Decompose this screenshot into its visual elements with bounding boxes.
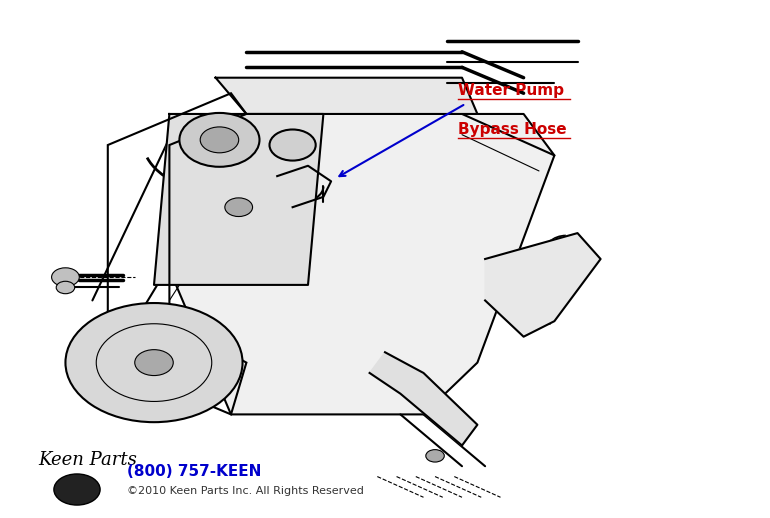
- Circle shape: [179, 113, 259, 167]
- Text: ©2010 Keen Parts Inc. All Rights Reserved: ©2010 Keen Parts Inc. All Rights Reserve…: [127, 486, 364, 496]
- Text: Keen Parts: Keen Parts: [38, 451, 137, 469]
- Text: (800) 757-KEEN: (800) 757-KEEN: [127, 464, 262, 479]
- Polygon shape: [216, 78, 477, 114]
- Circle shape: [225, 198, 253, 217]
- Circle shape: [65, 303, 243, 422]
- Circle shape: [270, 130, 316, 161]
- Circle shape: [426, 450, 444, 462]
- Circle shape: [52, 268, 79, 286]
- Polygon shape: [485, 233, 601, 337]
- Polygon shape: [370, 352, 477, 445]
- Circle shape: [54, 474, 100, 505]
- Polygon shape: [154, 114, 323, 285]
- Circle shape: [56, 281, 75, 294]
- Polygon shape: [169, 114, 554, 414]
- Circle shape: [135, 350, 173, 376]
- Circle shape: [200, 127, 239, 153]
- Text: Water Pump: Water Pump: [458, 83, 569, 98]
- Text: Bypass Hose: Bypass Hose: [458, 122, 567, 137]
